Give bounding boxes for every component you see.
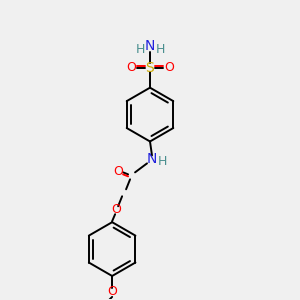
Text: O: O	[126, 61, 136, 74]
Text: O: O	[107, 285, 117, 298]
Text: H: H	[157, 155, 167, 168]
Text: O: O	[164, 61, 174, 74]
Text: H: H	[135, 43, 145, 56]
Text: S: S	[146, 61, 154, 75]
Text: H: H	[155, 43, 165, 56]
Text: O: O	[111, 203, 121, 216]
Text: O: O	[113, 165, 123, 178]
Text: N: N	[145, 39, 155, 53]
Text: N: N	[147, 152, 157, 167]
